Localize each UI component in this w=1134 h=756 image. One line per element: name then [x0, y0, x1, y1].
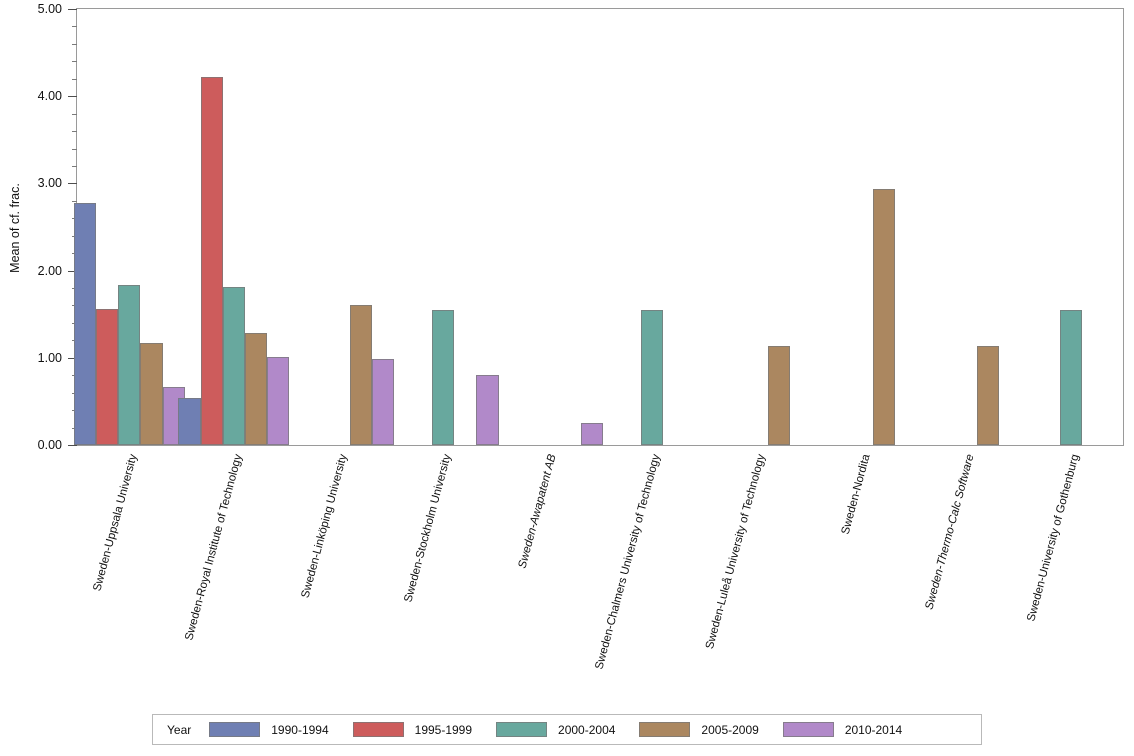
y-axis-minor-tick [72, 113, 77, 115]
y-axis-major-tick [68, 96, 77, 98]
legend-item[interactable]: 2000-2004 [496, 722, 615, 737]
bar [222, 287, 245, 445]
bar [432, 309, 455, 445]
bar [245, 332, 268, 445]
y-axis-tick-label: 4.00 [37, 89, 62, 104]
legend-label: 1990-1994 [271, 722, 329, 737]
bar [73, 202, 96, 445]
legend-label: 2000-2004 [558, 722, 616, 737]
bar [768, 345, 791, 445]
plot-area: 0.00 1.00 2.00 3.00 4.00 5.00 [38, 2, 1124, 452]
bar [140, 342, 163, 445]
x-axis-category-label: Sweden-Nordita [839, 453, 873, 536]
x-axis-category-label: Sweden-Thermo-Calc Software [923, 453, 977, 612]
y-axis-minor-tick [72, 131, 77, 133]
legend-label: 2005-2009 [701, 722, 759, 737]
bar [178, 397, 201, 445]
y-axis-major-tick [68, 183, 77, 185]
legend-label: 1995-1999 [414, 722, 473, 737]
y-axis-major-tick [68, 445, 77, 446]
x-axis-category-label: Sweden-Chalmers University of Technology [593, 453, 663, 671]
y-axis-minor-tick [72, 78, 77, 80]
y-axis-tick-label: 3.00 [37, 176, 62, 191]
y-axis-minor-tick [72, 26, 77, 28]
y-axis-tick-label: 5.00 [37, 2, 62, 16]
y-axis-minor-tick [72, 61, 77, 63]
plot-inner: 0.00 1.00 2.00 3.00 4.00 5.00 [38, 2, 1123, 452]
legend-swatch [782, 722, 834, 737]
legend-swatch [352, 722, 404, 737]
legend-item[interactable]: 2005-2009 [639, 722, 759, 737]
legend-swatch [209, 722, 261, 737]
y-axis-minor-tick [72, 148, 77, 150]
x-axis-category-label: Sweden-University of Gothenburg [1025, 453, 1082, 623]
y-axis-minor-tick [72, 43, 77, 45]
y-axis-tick-label: 2.00 [37, 263, 62, 278]
bar [872, 188, 895, 445]
x-axis-category-label: Sweden-Stockholm University [402, 453, 454, 604]
bar [476, 375, 499, 445]
legend-item[interactable]: 2010-2014 [782, 722, 903, 737]
x-axis-category-label: Sweden-Uppsala University [91, 453, 140, 593]
y-axis-label: Mean of cf. frac. [8, 182, 22, 273]
bar [267, 356, 290, 445]
y-axis-tick-label: 0.00 [37, 438, 62, 452]
legend-label: 2010-2014 [844, 722, 903, 737]
y-axis-tick-label: 1.00 [37, 350, 62, 365]
legend-item[interactable]: 1990-1994 [209, 722, 329, 737]
y-axis-major-tick [68, 357, 77, 359]
bar [1059, 309, 1082, 445]
bar [371, 358, 394, 445]
x-axis-category-label: Sweden-Awapatent AB [516, 453, 559, 570]
legend-title: Year [167, 722, 192, 737]
legend: Year 1990-1994 1995-1999 2000-2004 2005-200… [152, 714, 982, 745]
legend-item[interactable]: 1995-1999 [352, 722, 473, 737]
y-axis-major-tick [68, 270, 77, 272]
y-axis-minor-tick [72, 200, 77, 202]
bar [581, 423, 604, 445]
y-axis-major-tick [68, 9, 77, 10]
bar [200, 77, 223, 445]
y-axis-label-container: Mean of cf. frac. [0, 0, 30, 455]
y-axis-minor-tick [72, 165, 77, 167]
x-axis-category-label: Sweden-Luleå University of Technology [703, 453, 768, 651]
legend-swatch [496, 722, 548, 737]
legend-swatch [639, 722, 691, 737]
bar [118, 284, 141, 445]
bar [641, 309, 664, 445]
bar [96, 308, 119, 445]
bar [977, 345, 1000, 445]
x-axis-category-label: Sweden-Royal Institute of Technology [183, 453, 245, 642]
legend-items: 1990-1994 1995-1999 2000-2004 2005-2009 2010… [209, 722, 926, 737]
x-axis-category-label: Sweden-Linköping University [299, 453, 350, 600]
bar [349, 305, 372, 445]
x-axis-category-labels: Sweden-Uppsala University Sweden-Royal In… [76, 447, 1124, 697]
